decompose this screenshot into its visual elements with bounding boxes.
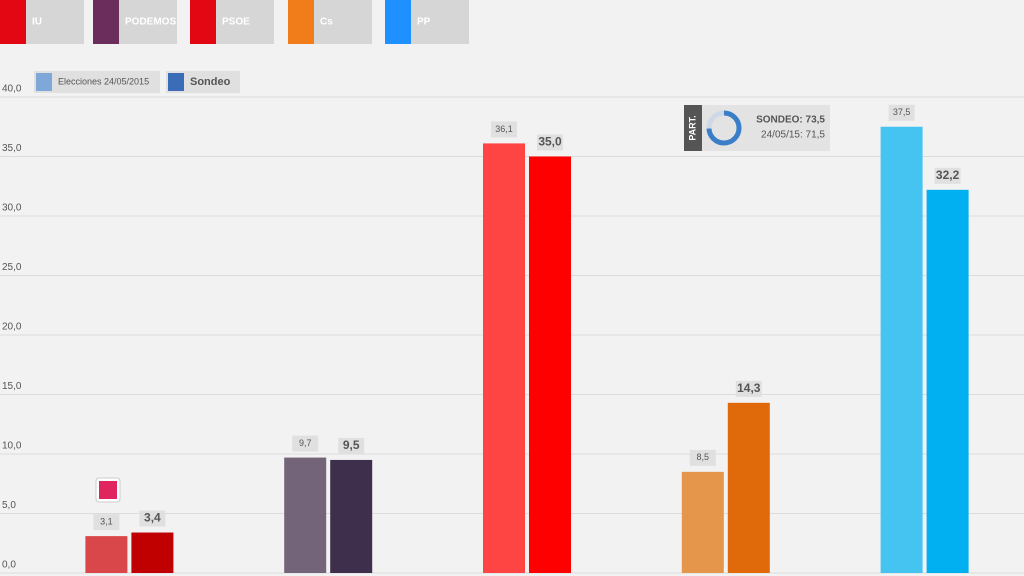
- value-label: 8,5: [697, 452, 710, 462]
- y-tick-label: 30,0: [2, 203, 22, 214]
- value-label: 36,1: [495, 124, 513, 134]
- value-label: 9,5: [343, 438, 360, 452]
- legend-swatch: [36, 73, 52, 91]
- y-tick-label: 0,0: [2, 560, 16, 571]
- tab-icon: [0, 0, 26, 44]
- bar: [880, 126, 923, 573]
- logo-mark: [99, 481, 117, 499]
- y-tick-label: 25,0: [2, 262, 22, 273]
- bar: [681, 471, 724, 573]
- tab-icon: [190, 0, 216, 44]
- value-label: 3,4: [144, 511, 161, 525]
- value-label: 37,5: [893, 107, 911, 117]
- y-tick-label: 35,0: [2, 143, 22, 154]
- value-label: 9,7: [299, 438, 312, 448]
- donut-arc: [706, 110, 742, 146]
- value-label-bg: [934, 167, 961, 184]
- bar: [284, 457, 327, 573]
- bar: [483, 143, 525, 573]
- y-tick-label: 15,0: [2, 381, 22, 392]
- tab-label: PODEMOS: [125, 17, 176, 28]
- annotation-label: PART.: [687, 115, 697, 140]
- legend-label: Sondeo: [190, 76, 231, 88]
- value-label-bg: [491, 121, 517, 138]
- tab-label: Cs: [320, 17, 333, 28]
- participation-box: PART. SONDEO: 73,5 24/05/15: 71,5: [684, 105, 830, 151]
- annotation-line: 24/05/15: 71,5: [761, 130, 825, 141]
- annotation-line: SONDEO: 73,5: [756, 115, 825, 126]
- value-label-bg: [537, 134, 563, 151]
- value-label-bg: [888, 104, 915, 121]
- bar: [727, 402, 770, 573]
- tab-icon: [93, 0, 119, 44]
- y-tick-label: 20,0: [2, 322, 22, 333]
- bar: [330, 459, 373, 573]
- bar: [529, 156, 571, 573]
- party-tab[interactable]: PP: [385, 0, 469, 44]
- value-label: 35,0: [538, 135, 562, 149]
- legend-swatch: [168, 73, 184, 91]
- y-tick-label: 40,0: [2, 84, 22, 95]
- tab-icon: [385, 0, 411, 44]
- party-tab[interactable]: Cs: [288, 0, 372, 44]
- value-label-bg: [93, 514, 120, 531]
- value-label: 14,3: [737, 381, 761, 395]
- bar: [85, 536, 128, 573]
- tab-icon: [288, 0, 314, 44]
- legend-bg: [34, 71, 160, 93]
- bar: [131, 532, 174, 573]
- tab-label: IU: [32, 17, 42, 28]
- annotation-tag: [684, 105, 702, 151]
- party-tab[interactable]: PODEMOS: [93, 0, 177, 44]
- g-logo: [95, 477, 121, 503]
- annotation-bg: [684, 105, 830, 151]
- value-label-bg: [735, 380, 762, 397]
- value-label-bg: [139, 510, 166, 527]
- party-tab[interactable]: IU: [0, 0, 84, 44]
- value-label-bg: [689, 449, 716, 466]
- value-label: 3,1: [100, 516, 113, 526]
- bar: [926, 189, 969, 573]
- value-label-bg: [338, 437, 365, 454]
- y-tick-label: 10,0: [2, 441, 22, 452]
- value-label: 32,2: [936, 168, 960, 182]
- tab-label: PSOE: [222, 17, 250, 28]
- value-label-bg: [292, 435, 319, 452]
- y-tick-label: 5,0: [2, 500, 16, 511]
- legend-label: Elecciones 24/05/2015: [58, 76, 149, 86]
- legend-bg: [166, 71, 240, 93]
- tab-label: PP: [417, 17, 431, 28]
- party-tab[interactable]: PSOE: [190, 0, 274, 44]
